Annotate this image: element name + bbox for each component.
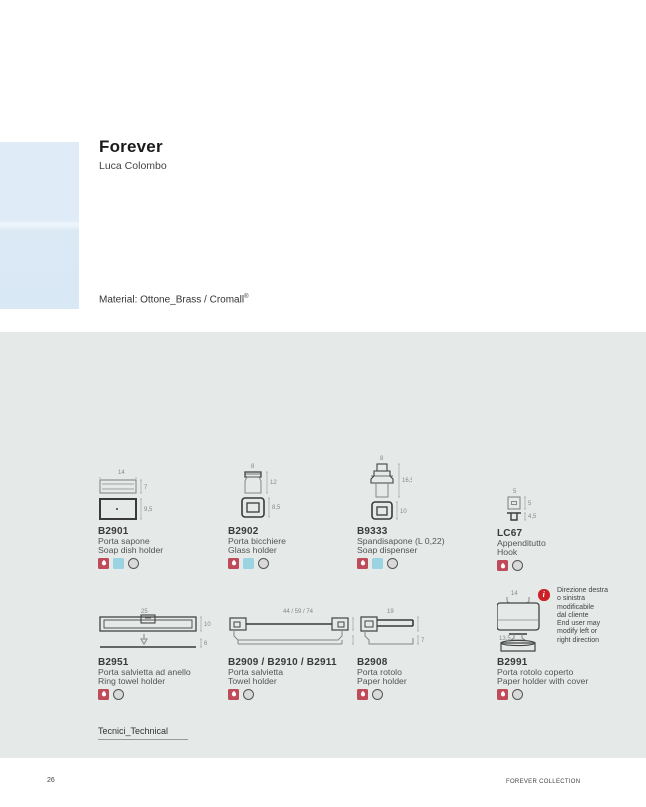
svg-text:8,5: 8,5 <box>272 505 281 511</box>
svg-text:8: 8 <box>251 464 255 470</box>
svg-text:44 / 59 / 74: 44 / 59 / 74 <box>283 609 314 615</box>
svg-text:16,5: 16,5 <box>402 478 412 484</box>
svg-text:14: 14 <box>118 470 125 476</box>
svg-text:8: 8 <box>380 456 384 462</box>
svg-text:19: 19 <box>387 609 394 615</box>
svg-text:10: 10 <box>204 622 211 628</box>
svg-text:25: 25 <box>141 609 148 615</box>
svg-text:7: 7 <box>421 638 425 644</box>
svg-text:7: 7 <box>144 485 148 491</box>
svg-text:12: 12 <box>270 480 277 486</box>
svg-text:4,5: 4,5 <box>528 514 537 520</box>
svg-text:9,5: 9,5 <box>144 507 153 513</box>
svg-text:5: 5 <box>528 501 532 507</box>
svg-text:14: 14 <box>511 591 518 597</box>
svg-text:10: 10 <box>400 509 407 515</box>
svg-text:5: 5 <box>513 489 517 495</box>
svg-text:6: 6 <box>204 641 208 647</box>
